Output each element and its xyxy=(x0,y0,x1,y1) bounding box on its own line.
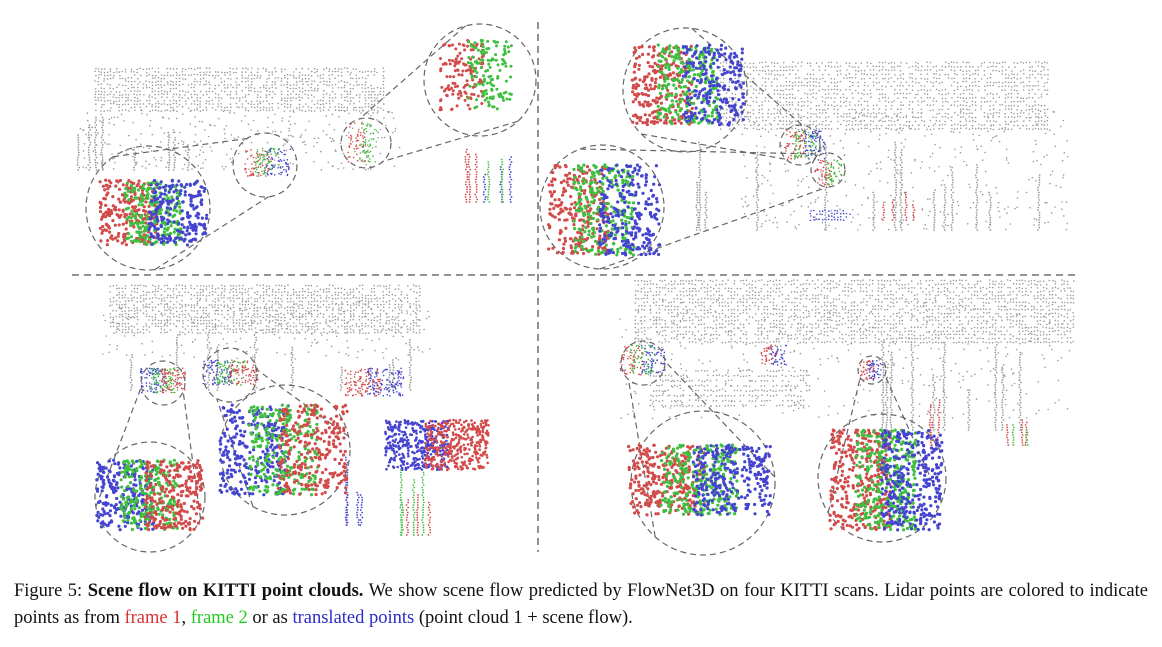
scene-flow-figure xyxy=(72,22,1080,556)
kitti-scan-top-right xyxy=(539,27,1069,270)
caption-prefix: Figure 5: xyxy=(14,581,88,601)
quadrant-dividers xyxy=(72,22,1080,552)
kitti-scan-top-left xyxy=(76,23,537,271)
kitti-scan-bottom-right xyxy=(619,279,1075,556)
figure-caption: Figure 5: Scene flow on KITTI point clou… xyxy=(14,578,1148,632)
caption-translated: translated points xyxy=(292,608,415,628)
caption-frame1: frame 1 xyxy=(124,608,182,628)
caption-sep-1: , xyxy=(181,608,191,628)
caption-text-2: (point cloud 1 + scene flow). xyxy=(414,608,633,628)
caption-frame2: frame 2 xyxy=(190,608,248,628)
caption-text-1: We show scene flow predicted by FlowNet3… xyxy=(14,581,1148,628)
caption-sep-2: or as xyxy=(247,608,293,628)
caption-title: Scene flow on KITTI point clouds. xyxy=(87,581,364,601)
kitti-scan-bottom-left xyxy=(94,284,490,553)
